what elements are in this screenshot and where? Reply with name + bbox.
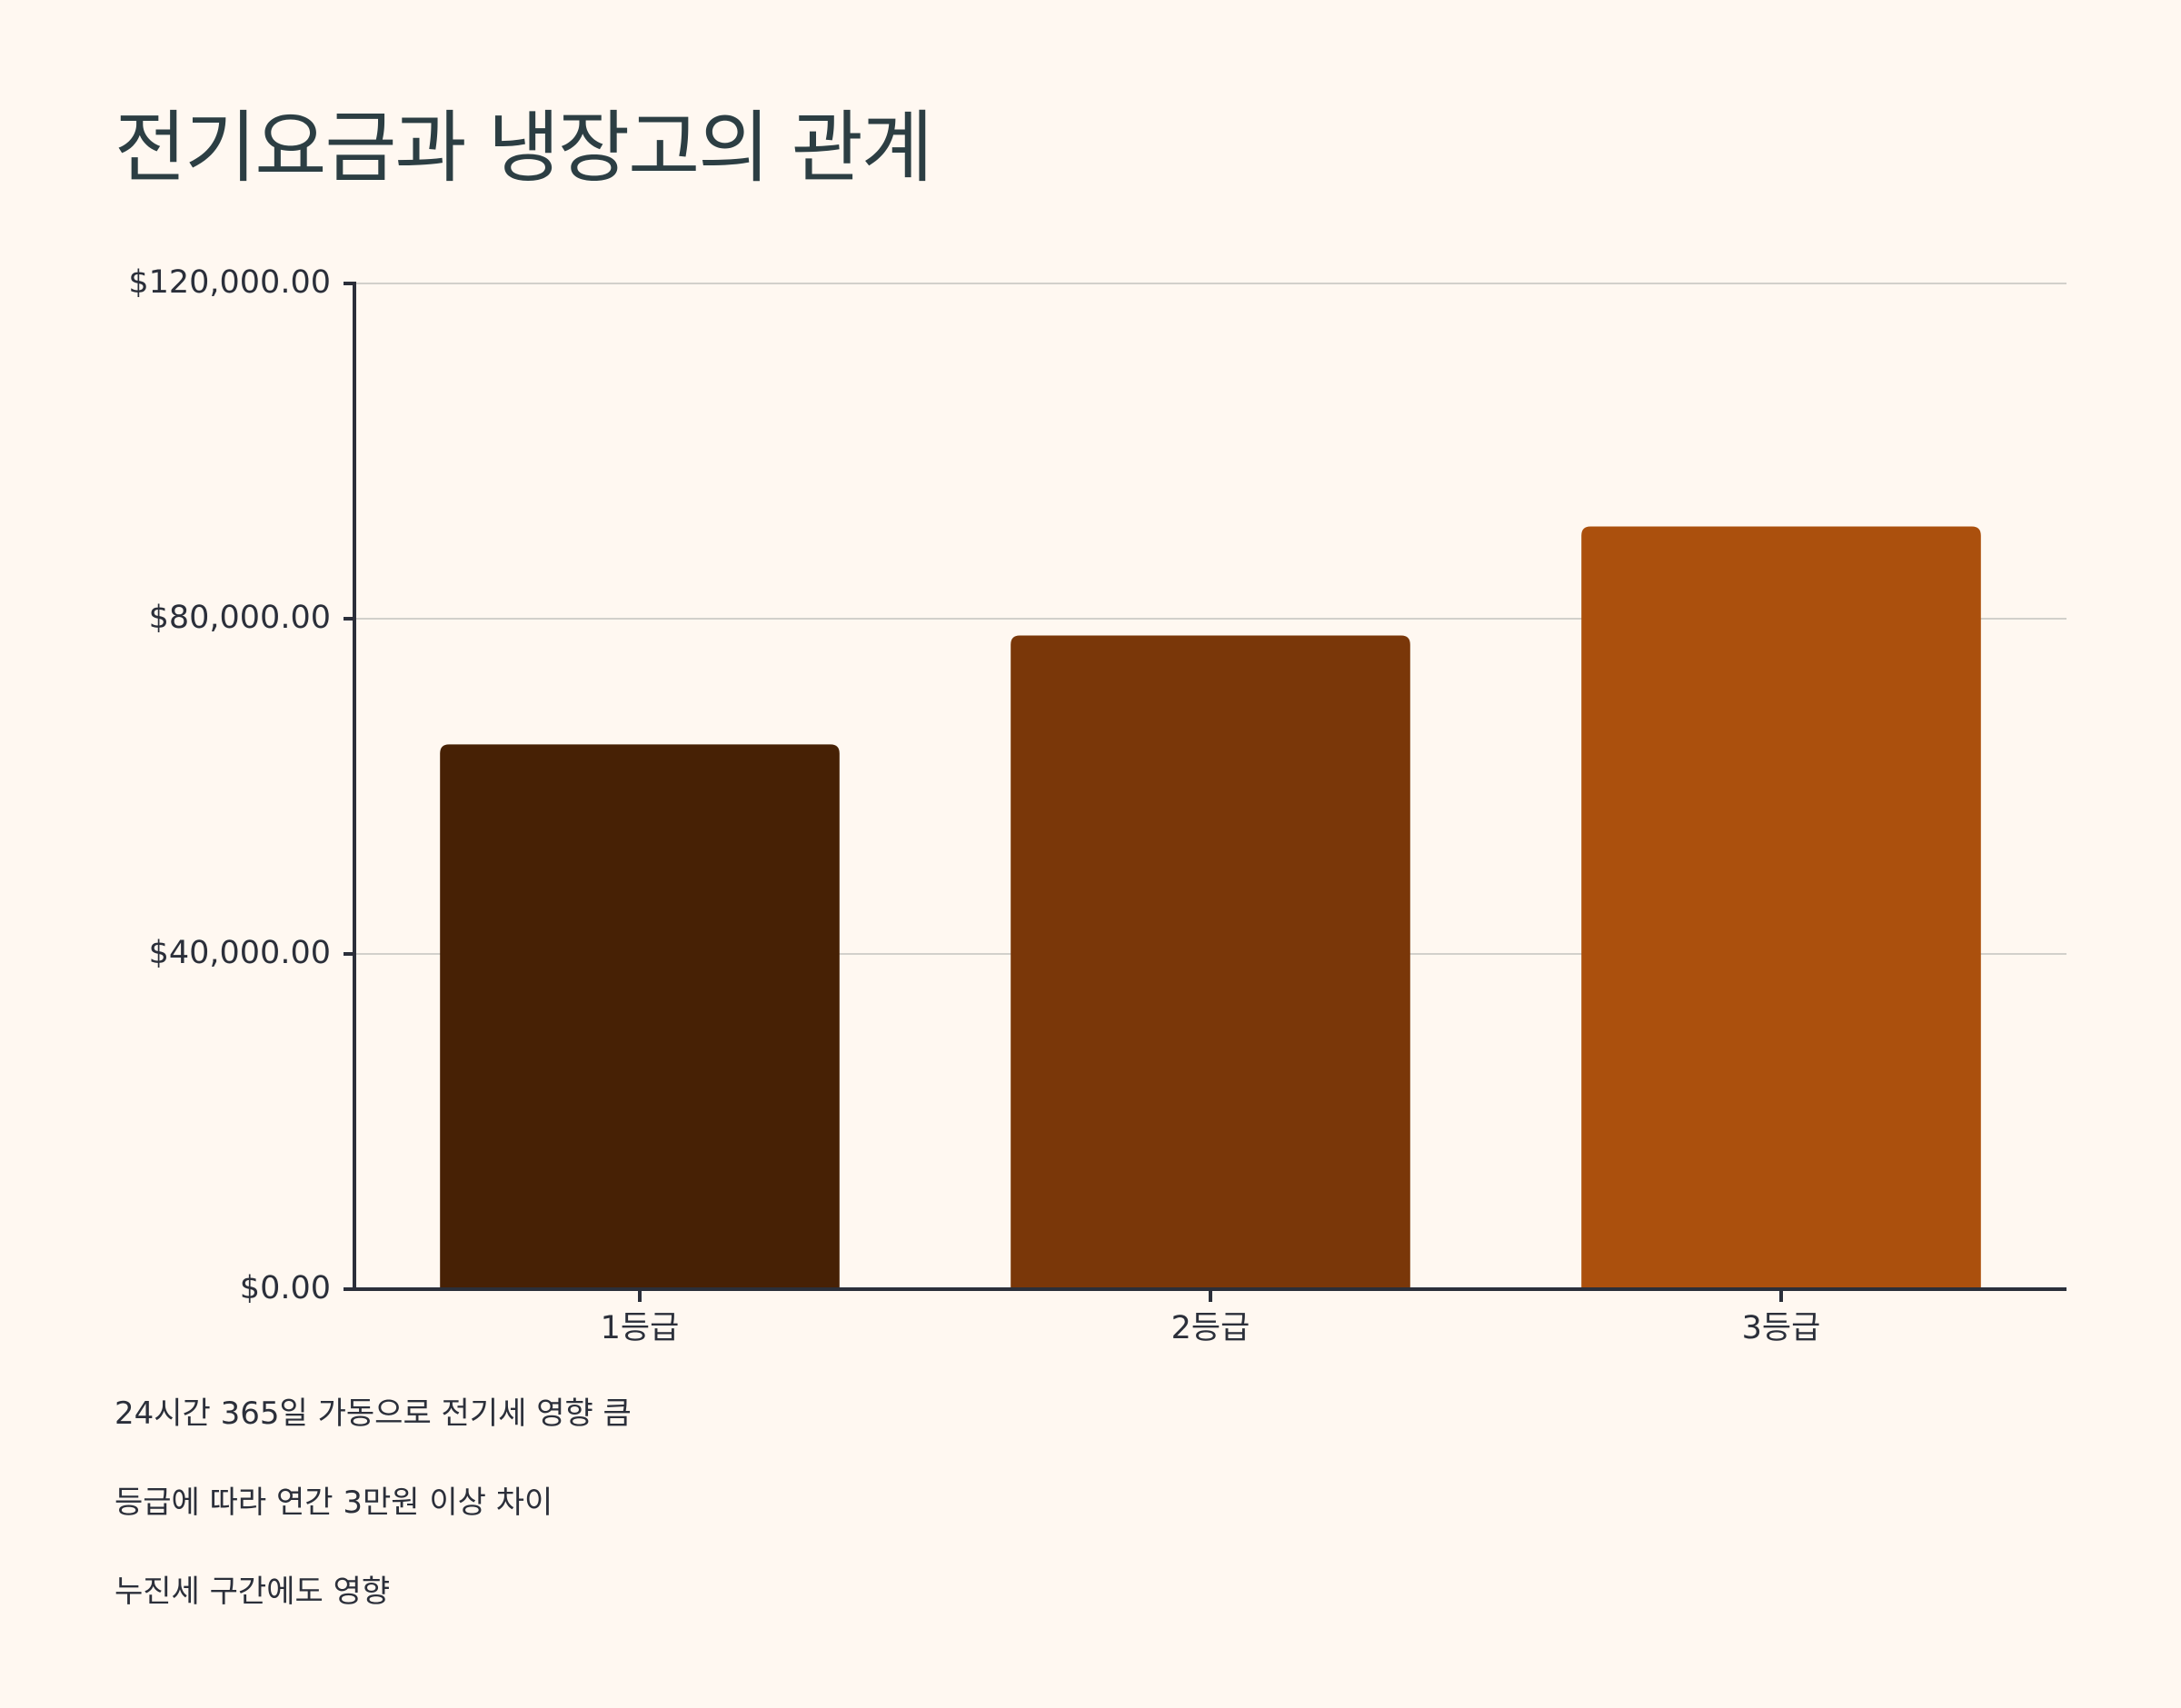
- y-tick-label: $0.00: [240, 1270, 331, 1306]
- chart-title: 전기요금과 냉장고의 관계: [115, 103, 933, 194]
- note-item: 누진세 구간에도 영향: [115, 1574, 391, 1610]
- tick-labels: $0.00 $40,000.00 $80,000.00 $120,000.00 1등급 2…: [128, 264, 1820, 1346]
- bar-2: [1011, 635, 1410, 1289]
- bar-3: [1581, 526, 1981, 1289]
- notes-list: 24시간 365일 가동으로 전기세 영향 큼 등급에 따라 연간 3만원 이상…: [115, 1388, 632, 1655]
- y-tick-label: $120,000.00: [128, 264, 331, 301]
- y-tick-label: $40,000.00: [149, 935, 331, 971]
- y-tick-label: $80,000.00: [149, 600, 331, 636]
- x-tick-label: 2등급: [1171, 1310, 1250, 1346]
- bars: [440, 526, 1981, 1289]
- note-item: 등급에 따라 연간 3만원 이상 차이: [115, 1485, 553, 1521]
- axes: [344, 282, 2066, 1302]
- bar-1: [440, 744, 840, 1289]
- x-tick-label: 3등급: [1742, 1310, 1821, 1346]
- x-tick-label: 1등급: [601, 1310, 680, 1346]
- note-item: 24시간 365일 가동으로 전기세 영향 큼: [115, 1395, 632, 1432]
